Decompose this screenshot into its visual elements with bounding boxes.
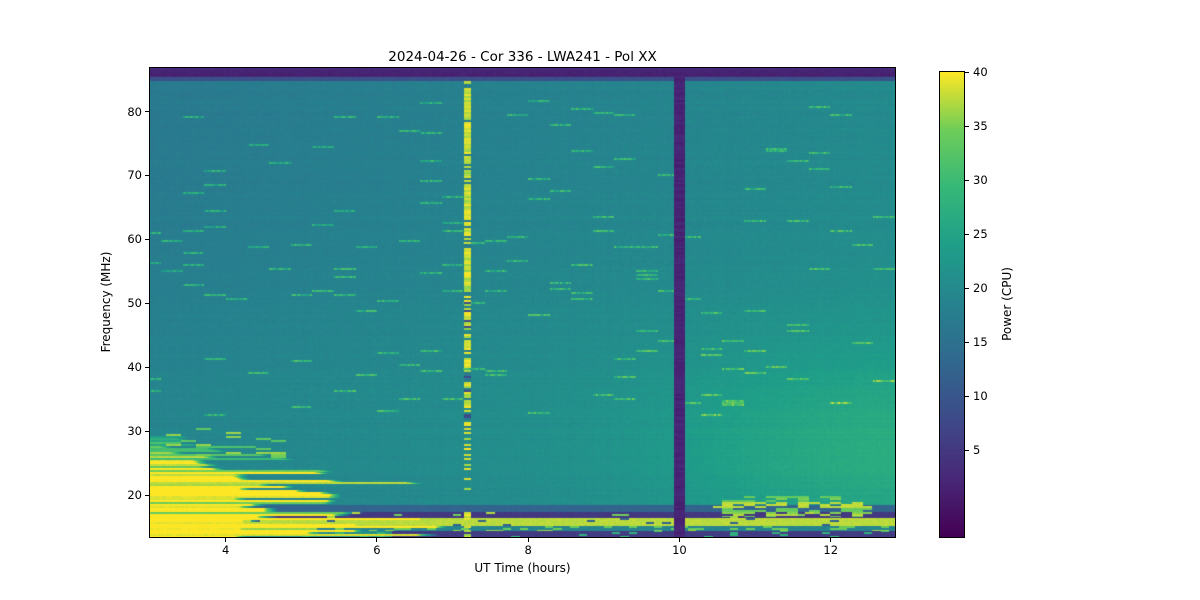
y-tick-mark bbox=[145, 111, 149, 112]
x-tick-label: 10 bbox=[672, 543, 687, 557]
y-tick-mark bbox=[145, 366, 149, 368]
spectrogram-heatmap bbox=[149, 67, 896, 538]
colorbar-tick-label: 40 bbox=[973, 65, 988, 79]
y-tick-label: 60 bbox=[127, 232, 142, 247]
colorbar-tick-mark bbox=[965, 341, 969, 343]
y-axis-label: Frequency (MHz) bbox=[99, 251, 113, 353]
colorbar-tick-mark bbox=[965, 449, 969, 451]
colorbar-label: Power (CPU) bbox=[1000, 267, 1014, 341]
x-tick-mark bbox=[376, 538, 378, 542]
colorbar-tick-label: 20 bbox=[973, 281, 988, 296]
y-tick-label: 50 bbox=[127, 296, 142, 311]
x-tick-mark bbox=[830, 538, 832, 542]
colorbar-tick-mark bbox=[965, 233, 969, 235]
y-tick-mark bbox=[145, 302, 149, 304]
colorbar-tick-mark bbox=[965, 179, 969, 181]
colorbar-tick-label: 30 bbox=[973, 173, 988, 188]
y-tick-label: 70 bbox=[127, 168, 142, 183]
colorbar bbox=[939, 71, 965, 538]
x-tick-label: 6 bbox=[373, 543, 381, 557]
colorbar-tick-label: 25 bbox=[973, 227, 988, 242]
x-axis-label: UT Time (hours) bbox=[474, 561, 571, 575]
colorbar-tick-label: 15 bbox=[973, 335, 988, 350]
colorbar-tick-mark bbox=[965, 395, 969, 397]
y-tick-label: 20 bbox=[127, 488, 142, 503]
colorbar-tick-label: 10 bbox=[973, 389, 988, 404]
x-tick-mark bbox=[678, 538, 680, 542]
x-tick-label: 12 bbox=[823, 543, 839, 557]
y-tick-mark bbox=[145, 174, 149, 176]
x-tick-label: 8 bbox=[524, 543, 532, 557]
chart-title: 2024-04-26 - Cor 336 - LWA241 - Pol XX bbox=[388, 49, 657, 65]
y-tick-mark bbox=[145, 494, 149, 496]
colorbar-tick-label: 35 bbox=[973, 119, 988, 134]
y-tick-mark bbox=[145, 430, 149, 432]
colorbar-tick-mark bbox=[965, 125, 969, 127]
x-tick-label: 4 bbox=[221, 543, 230, 557]
y-tick-label: 40 bbox=[127, 360, 142, 375]
y-tick-label: 80 bbox=[127, 104, 142, 119]
colorbar-tick-label: 5 bbox=[973, 443, 981, 458]
x-tick-mark bbox=[527, 538, 529, 542]
y-tick-label: 30 bbox=[127, 424, 142, 439]
x-tick-mark bbox=[225, 538, 227, 542]
y-tick-mark bbox=[145, 238, 149, 240]
colorbar-tick-mark bbox=[965, 287, 969, 289]
colorbar-tick-mark bbox=[965, 71, 969, 73]
